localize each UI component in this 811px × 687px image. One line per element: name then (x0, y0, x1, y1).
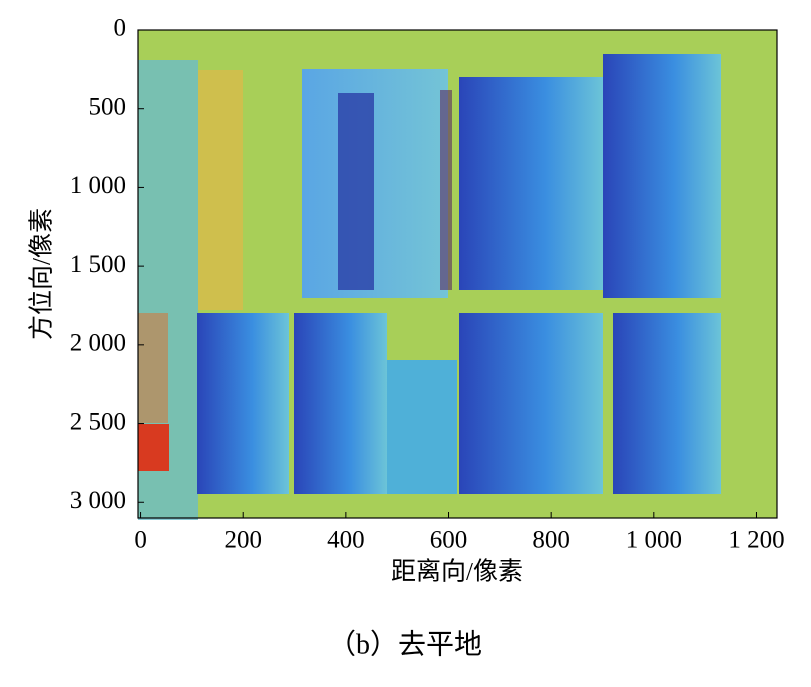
x-axis-label: 距离向/像素 (391, 558, 523, 586)
x-tick-label: 1 200 (728, 527, 784, 554)
caption: （b）去平地 (328, 628, 482, 660)
y-axis-label: 方位向/像素 (28, 208, 56, 340)
y-tick-label: 0 (114, 15, 127, 42)
x-tick-label: 1 000 (626, 527, 682, 554)
heatmap-image (138, 30, 777, 520)
x-tick-label: 400 (327, 527, 365, 554)
y-tick-label: 2 000 (70, 330, 126, 357)
y-tick-label: 2 500 (70, 408, 126, 435)
y-tick-label: 3 000 (70, 487, 126, 514)
x-tick-label: 800 (532, 527, 570, 554)
x-tick-label: 200 (224, 527, 262, 554)
plot-frame (137, 29, 778, 519)
x-tick-label: 0 (134, 527, 147, 554)
x-tick-label: 600 (430, 527, 468, 554)
y-tick-label: 500 (89, 93, 127, 120)
y-tick-label: 1 500 (70, 251, 126, 278)
y-tick-label: 1 000 (70, 172, 126, 199)
